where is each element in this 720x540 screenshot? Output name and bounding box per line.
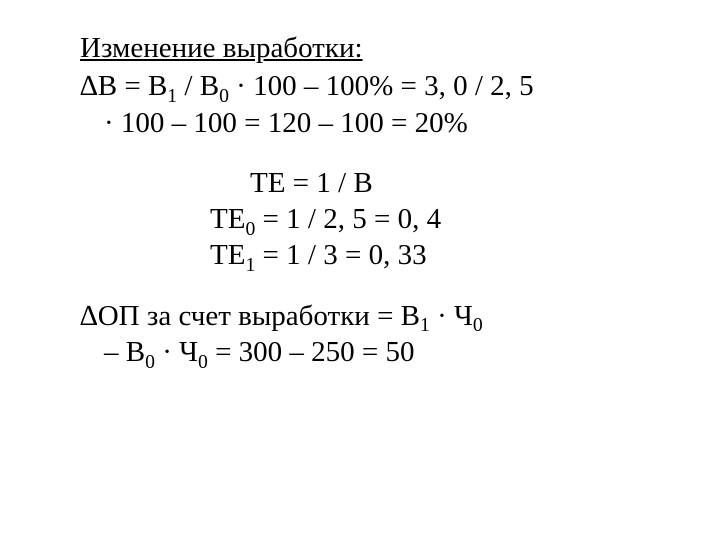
formula-line-4: ТЕ0 = 1 / 2, 5 = 0, 4	[80, 201, 670, 237]
formula-line-1: ∆В = В1 / В0 · 100 – 100% = 3, 0 / 2, 5	[80, 68, 670, 104]
formula-line-2: · 100 – 100 = 120 – 100 = 20%	[80, 105, 670, 141]
formula-line-3: ТЕ = 1 / В	[80, 165, 670, 201]
formula-line-5: ТЕ1 = 1 / 3 = 0, 33	[80, 237, 670, 273]
slide-text: Изменение выработки: ∆В = В1 / В0 · 100 …	[80, 30, 670, 370]
block-2: ТЕ = 1 / В ТЕ0 = 1 / 2, 5 = 0, 4 ТЕ1 = 1…	[80, 165, 670, 274]
block-3: ∆ОП за счет выработки = В1 · Ч0 – В0 · Ч…	[80, 298, 670, 371]
formula-line-7: – В0 · Ч0 = 300 – 250 = 50	[80, 334, 670, 370]
heading: Изменение выработки:	[80, 30, 670, 66]
block-1: Изменение выработки: ∆В = В1 / В0 · 100 …	[80, 30, 670, 141]
formula-line-6: ∆ОП за счет выработки = В1 · Ч0	[80, 298, 670, 334]
